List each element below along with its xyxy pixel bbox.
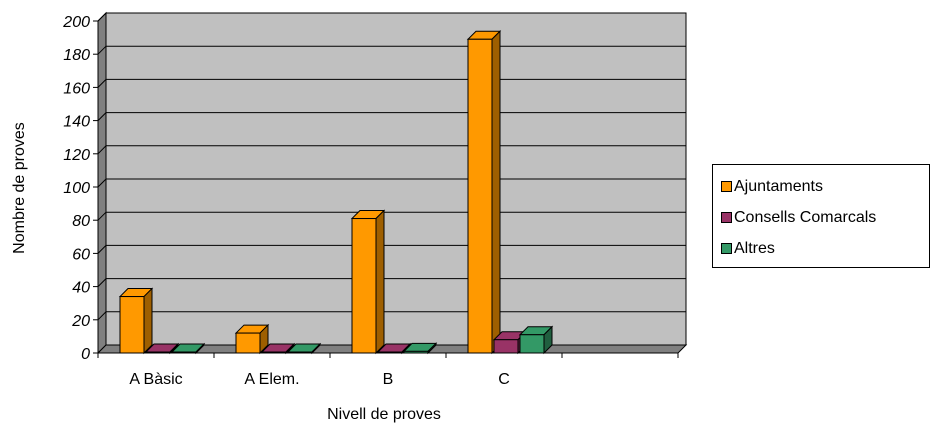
y-tick-label: 140 xyxy=(63,114,90,131)
bar-ajuntaments xyxy=(350,209,386,355)
x-axis-label: Nivell de proves xyxy=(327,406,441,423)
legend-swatch-ajuntaments xyxy=(721,181,732,192)
y-tick-label: 160 xyxy=(63,80,90,97)
x-tick-label: B xyxy=(383,371,394,388)
y-tick-label: 200 xyxy=(62,14,90,31)
bar-front xyxy=(519,334,545,354)
legend: Ajuntaments Consells Comarcals Altres xyxy=(712,164,930,268)
y-tick-label: 60 xyxy=(72,246,90,263)
y-tick-label: 80 xyxy=(72,213,90,230)
x-tick-label: C xyxy=(498,371,510,388)
y-tick-labels: 0 20 40 60 80 100 120 140 160 180 200 xyxy=(62,14,90,363)
legend-item-altres: Altres xyxy=(721,233,929,264)
y-tick-label: 40 xyxy=(72,280,90,297)
x-tick-label: A Elem. xyxy=(244,371,299,388)
bar-front xyxy=(493,339,519,354)
chart-walls xyxy=(96,11,688,355)
legend-label-consells-comarcals: Consells Comarcals xyxy=(734,208,877,226)
x-tick-labels: A Bàsic A Elem. B C xyxy=(129,371,509,388)
bar-front xyxy=(351,218,377,354)
bar-front xyxy=(235,332,261,354)
y-tick-label: 120 xyxy=(63,147,90,164)
bar-ajuntaments xyxy=(466,30,502,355)
legend-item-consells-comarcals: Consells Comarcals xyxy=(721,202,929,233)
y-tick-label: 180 xyxy=(63,47,90,64)
y-axis-label: Nombre de proves xyxy=(11,122,28,254)
legend-item-ajuntaments: Ajuntaments xyxy=(721,171,929,202)
legend-swatch-altres xyxy=(721,243,732,254)
legend-label-altres: Altres xyxy=(734,239,775,257)
legend-label-ajuntaments: Ajuntaments xyxy=(734,177,823,195)
bar-side xyxy=(143,287,153,355)
y-tick-label: 20 xyxy=(71,313,90,330)
bars xyxy=(118,30,554,355)
bar-ajuntaments xyxy=(118,287,154,355)
bar-side xyxy=(375,209,385,355)
bar-altres xyxy=(402,342,438,355)
x-tick-label: A Bàsic xyxy=(129,371,182,388)
bar-front xyxy=(119,296,145,354)
y-tick-label: 100 xyxy=(63,180,90,197)
legend-swatch-consells-comarcals xyxy=(721,212,732,223)
y-tick-label: 0 xyxy=(81,346,90,363)
bar-ajuntaments xyxy=(234,323,270,355)
bar-front xyxy=(467,38,493,354)
bar-altres xyxy=(518,325,554,355)
gridline xyxy=(97,12,686,22)
bar-side xyxy=(491,30,501,355)
axes xyxy=(93,20,679,358)
